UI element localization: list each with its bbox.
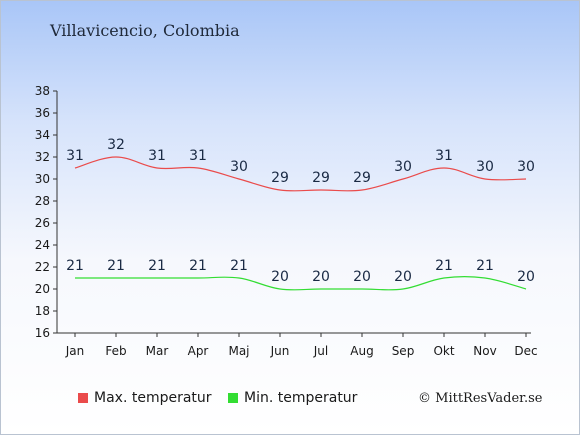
- x-tick-label: Feb: [105, 344, 126, 358]
- max-data-label: 30: [394, 159, 412, 175]
- legend-min: Min. temperatur: [228, 390, 357, 406]
- min-data-label: 20: [271, 269, 289, 285]
- credit-text: © MittResVader.se: [418, 391, 543, 406]
- min-data-label: 21: [66, 258, 84, 274]
- min-data-label: 20: [517, 269, 535, 285]
- y-tick-label: 16: [35, 326, 50, 340]
- x-tick-label: Apr: [188, 344, 209, 358]
- x-tick-label: Dec: [514, 344, 537, 358]
- y-tick-label: 30: [35, 172, 50, 186]
- max-data-label: 32: [107, 137, 125, 153]
- x-tick-label: Nov: [473, 344, 496, 358]
- legend-min-swatch: [228, 393, 238, 403]
- max-data-label: 31: [148, 148, 166, 164]
- max-data-label: 29: [353, 170, 371, 186]
- legend-max: Max. temperatur: [78, 390, 212, 406]
- min-data-label: 21: [107, 258, 125, 274]
- min-data-label: 21: [476, 258, 494, 274]
- x-tick-label: Jan: [65, 344, 85, 358]
- max-data-label: 31: [435, 148, 453, 164]
- y-tick-label: 26: [35, 216, 50, 230]
- y-tick-label: 18: [35, 304, 50, 318]
- x-tick-label: Jul: [313, 344, 328, 358]
- min-data-label: 21: [230, 258, 248, 274]
- y-tick-label: 28: [35, 194, 50, 208]
- y-tick-label: 24: [35, 238, 50, 252]
- legend-max-label: Max. temperatur: [94, 390, 212, 406]
- max-data-label: 29: [312, 170, 330, 186]
- y-tick-label: 20: [35, 282, 50, 296]
- x-tick-label: Okt: [433, 344, 454, 358]
- min-data-label: 20: [312, 269, 330, 285]
- max-data-label: 31: [189, 148, 207, 164]
- y-tick-label: 36: [35, 106, 50, 120]
- min-data-label: 21: [189, 258, 207, 274]
- x-tick-label: Maj: [228, 344, 249, 358]
- max-temperature-line: [74, 156, 527, 192]
- y-tick-label: 32: [35, 150, 50, 164]
- chart-title: Villavicencio, Colombia: [50, 21, 240, 40]
- x-tick-label: Mar: [146, 344, 169, 358]
- x-tick-label: Jun: [270, 344, 290, 358]
- y-tick-label: 22: [35, 260, 50, 274]
- max-data-label: 31: [66, 148, 84, 164]
- min-temperature-line: [75, 275, 527, 291]
- legend-max-swatch: [78, 393, 88, 403]
- legend-min-label: Min. temperatur: [244, 390, 358, 406]
- max-data-label: 30: [517, 159, 535, 175]
- y-tick-label: 38: [35, 84, 50, 98]
- x-tick-label: Aug: [350, 344, 373, 358]
- y-tick-label: 34: [35, 128, 50, 142]
- min-data-label: 21: [435, 258, 453, 274]
- max-data-label: 30: [476, 159, 494, 175]
- max-data-label: 30: [230, 159, 248, 175]
- max-data-label: 29: [271, 170, 289, 186]
- min-data-label: 20: [353, 269, 371, 285]
- x-tick-label: Sep: [392, 344, 415, 358]
- min-data-label: 21: [148, 258, 166, 274]
- min-data-label: 20: [394, 269, 412, 285]
